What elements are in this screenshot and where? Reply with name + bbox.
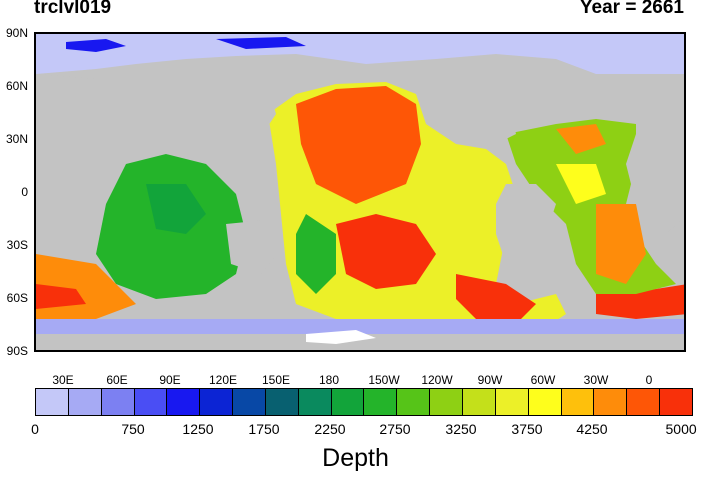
latitude-label: 60N: [5, 79, 28, 93]
colorbar-swatch: [101, 389, 135, 415]
ice-shelf: [306, 330, 376, 344]
colorbar-swatch: [462, 389, 496, 415]
colorbar-tick-label: 1750: [248, 421, 280, 437]
antarctica: [36, 334, 684, 350]
colorbar-swatch: [331, 389, 365, 415]
latitude-label: 90S: [6, 344, 28, 358]
colorbar-swatch: [528, 389, 562, 415]
longitude-label: 30E: [52, 373, 74, 387]
longitude-label: 120E: [208, 373, 238, 387]
south-america: [496, 184, 556, 274]
colorbar-swatch: [233, 389, 266, 415]
antarctic-shelf: [36, 319, 684, 334]
colorbar-swatch: [364, 389, 398, 415]
north-pacific-red: [296, 86, 421, 204]
colorbar-swatch: [134, 389, 168, 415]
longitude-label: 60W: [530, 373, 556, 387]
atlantic-yellow: [556, 164, 606, 204]
colorbar-swatch: [68, 389, 102, 415]
arctic-ocean: [36, 34, 684, 74]
southern-ocean-red: [36, 284, 86, 309]
longitude-label: 150W: [368, 373, 400, 387]
colorbar: [35, 388, 693, 416]
latitude-label: 60S: [6, 291, 28, 305]
depth-map: [36, 34, 684, 350]
colorbar-tick-label: 5000: [665, 421, 697, 437]
colorbar-swatch: [36, 389, 69, 415]
colorbar-tick-label: 3250: [445, 421, 477, 437]
colorbar-tick-label: 4250: [576, 421, 608, 437]
year-title: Year = 2661: [579, 0, 684, 18]
colorbar-swatch: [167, 389, 201, 415]
colorbar-swatch: [430, 389, 463, 415]
africa-west: [36, 74, 126, 164]
asia: [136, 79, 276, 159]
africa: [626, 134, 684, 234]
latitude-label: 30N: [5, 132, 28, 146]
colorbar-swatch: [561, 389, 595, 415]
longitude-label: 150E: [261, 373, 291, 387]
colorbar-swatch: [200, 389, 234, 415]
colorbar-swatch: [298, 389, 332, 415]
arctic-deep-patch-2: [216, 37, 306, 49]
colorbar-tick-label: 0: [31, 421, 39, 437]
longitude-label: 90W: [477, 373, 503, 387]
colorbar-tick-label: 1250: [182, 421, 214, 437]
latitude-label: 30S: [6, 238, 28, 252]
australia: [226, 219, 281, 274]
colorbar-swatch: [594, 389, 628, 415]
colorbar-title: Depth: [322, 444, 389, 472]
colorbar-swatch: [660, 389, 692, 415]
colorbar-swatch: [627, 389, 661, 415]
south-atlantic-orange: [596, 204, 646, 284]
colorbar-swatch: [397, 389, 431, 415]
colorbar-tick-label: 3750: [511, 421, 543, 437]
colorbar-swatch: [495, 389, 529, 415]
latitude-label: 90N: [5, 26, 28, 40]
indian-ocean-deep: [146, 184, 206, 234]
variable-title: trclvl019: [34, 0, 112, 18]
pacific-green: [296, 214, 336, 294]
colorbar-tick-label: 2250: [314, 421, 346, 437]
south-pacific-red-2: [456, 274, 536, 324]
north-atlantic-orange: [556, 124, 606, 154]
longitude-label: 30W: [583, 373, 609, 387]
north-america: [416, 84, 516, 144]
colorbar-tick-label: 750: [121, 421, 145, 437]
colorbar-tick-label: 2750: [379, 421, 411, 437]
longitude-label: 120W: [421, 373, 453, 387]
longitude-label: 180: [318, 373, 340, 387]
south-pacific-red: [336, 214, 436, 289]
longitude-label: 0: [645, 373, 653, 387]
longitude-label: 60E: [106, 373, 128, 387]
colorbar-swatch: [265, 389, 299, 415]
arctic-deep-patch: [66, 39, 126, 52]
map-panel: [34, 32, 686, 352]
longitude-label: 90E: [159, 373, 181, 387]
latitude-label: 0: [21, 185, 28, 199]
